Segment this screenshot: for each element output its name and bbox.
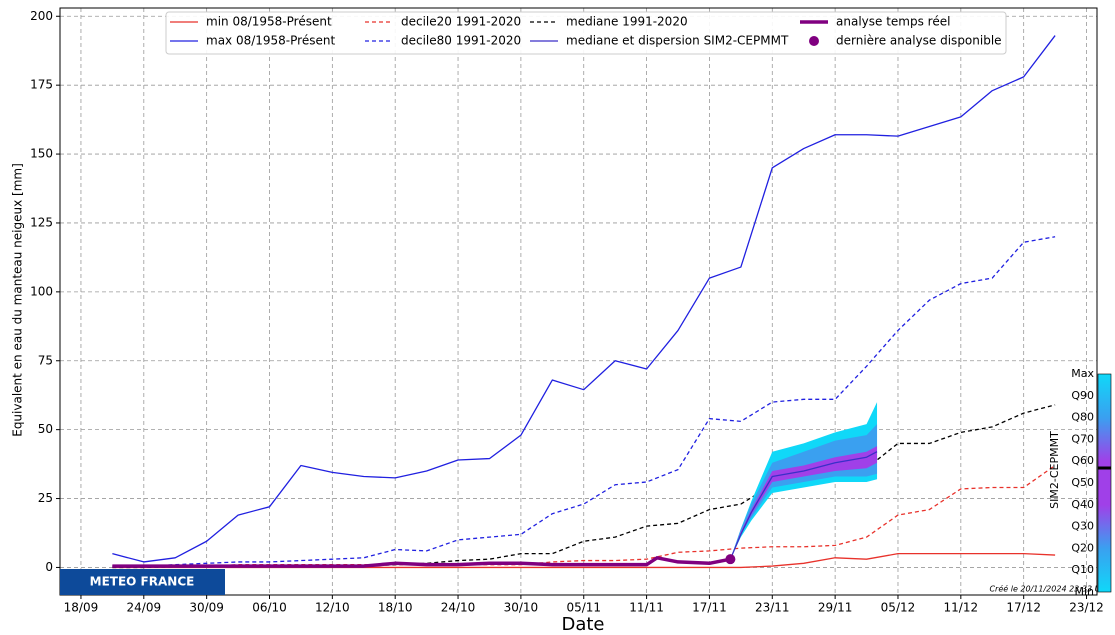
- marks: [112, 35, 1056, 569]
- colorbar-tick-label: Min: [1074, 585, 1094, 598]
- x-axis-label: Date: [561, 614, 604, 635]
- legend-label: mediane et dispersion SIM2-CEPMMT: [566, 34, 789, 48]
- legend-label: mediane 1991-2020: [566, 15, 688, 29]
- x-tick-label: 24/09: [127, 601, 162, 615]
- x-tick-label: 24/10: [441, 601, 476, 615]
- colorbar-label: SIM2-CEPMMT: [1048, 431, 1061, 509]
- y-tick-label: 100: [30, 284, 53, 298]
- legend: min 08/1958-Présent max 08/1958-Présent de…: [170, 15, 1002, 48]
- logo: METEO FRANCE: [90, 575, 195, 589]
- created-note: Créé le 20/11/2024 23:33 UTC: [989, 584, 1111, 594]
- colorbar-tick-label: Q60: [1071, 454, 1094, 467]
- x-tick-label: 30/10: [504, 601, 539, 615]
- x-tick-label: 17/12: [1006, 601, 1041, 615]
- y-tick-label: 0: [45, 560, 53, 574]
- colorbar-tick-label: Q70: [1071, 432, 1094, 445]
- legend-label: max 08/1958-Présent: [206, 34, 335, 48]
- logo-box: [60, 569, 225, 595]
- colorbar-tick-label: Max: [1071, 367, 1094, 380]
- colorbar-tick-label: Q80: [1071, 411, 1094, 424]
- x-tick-label: 18/10: [378, 601, 413, 615]
- colorbar-tick-label: Q50: [1071, 476, 1094, 489]
- y-tick-label: 150: [30, 147, 53, 161]
- plot-frame: [59, 7, 1098, 596]
- y-tick-label: 200: [30, 9, 53, 23]
- x-tick-label: 05/12: [881, 601, 916, 615]
- x-tick-label: 23/12: [1069, 601, 1104, 615]
- series-line: [729, 451, 878, 560]
- x-tick-label: 11/12: [944, 601, 979, 615]
- x-tick-label: 05/11: [566, 601, 601, 615]
- legend-label: decile20 1991-2020: [401, 15, 521, 29]
- colorbar-tick-label: Q20: [1071, 541, 1094, 554]
- legend-label: min 08/1958-Présent: [206, 15, 332, 29]
- legend-label: dernière analyse disponible: [836, 34, 1002, 48]
- legend-swatch: [809, 36, 819, 46]
- series-line: [112, 35, 1056, 563]
- y-tick-label: 125: [30, 215, 53, 229]
- grid: [60, 8, 1097, 595]
- y-tick-label: 75: [38, 353, 53, 367]
- x-tick-label: 17/11: [692, 601, 727, 615]
- x-tick-label: 23/11: [755, 601, 790, 615]
- colorbar-tick-label: Q30: [1071, 520, 1094, 533]
- y-tick-label: 175: [30, 78, 53, 92]
- x-tick-label: 18/09: [64, 601, 99, 615]
- series-line: [112, 236, 1056, 567]
- x-tick-label: 30/09: [189, 601, 224, 615]
- legend-label: decile80 1991-2020: [401, 34, 521, 48]
- x-tick-label: 06/10: [252, 601, 287, 615]
- series-line: [112, 556, 731, 568]
- x-tick-label: 29/11: [818, 601, 853, 615]
- y-axis-label: Equivalent en eau du manteau neigeux [mm…: [11, 163, 25, 437]
- colorbar-tick-label: Q40: [1071, 498, 1094, 511]
- y-tick-label: 25: [38, 491, 53, 505]
- legend-label: analyse temps réel: [836, 15, 950, 29]
- colorbar: [1097, 373, 1112, 593]
- colorbar-tick-label: Q10: [1071, 563, 1094, 576]
- last-analysis-point: [725, 554, 736, 565]
- colorbar-tick-label: Q90: [1071, 389, 1094, 402]
- x-tick-label: 12/10: [315, 601, 350, 615]
- y-tick-label: 50: [38, 422, 53, 436]
- x-tick-label: 11/11: [629, 601, 664, 615]
